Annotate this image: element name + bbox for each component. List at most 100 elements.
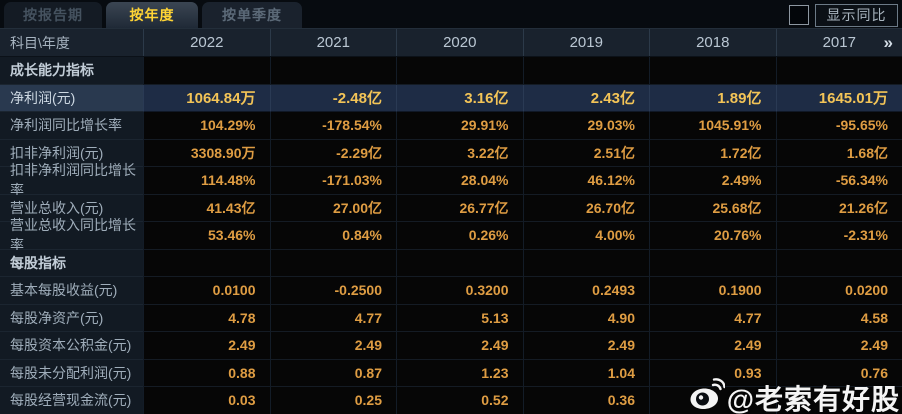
value-cell: [775, 57, 902, 85]
value-cell: 20.76%: [649, 222, 776, 250]
value-cell: 2.49: [522, 332, 649, 360]
indicator-row[interactable]: 净利润(元) 1064.84万 -2.48亿 3.16亿 2.43亿 1.89亿 1645.…: [0, 84, 902, 112]
value-cell: 2.49: [775, 332, 902, 360]
value-cell: 1.68亿: [775, 139, 902, 167]
value-cell: 27.00亿: [269, 194, 396, 222]
value-cell: [649, 387, 776, 414]
indicator-row[interactable]: 净利润同比增长率 104.29% -178.54% 29.91% 29.03% 1045.…: [0, 112, 902, 140]
value-cell: 4.90: [522, 304, 649, 332]
indicator-label: 每股经营现金流(元): [0, 387, 143, 414]
value-cell: 1.72亿: [649, 139, 776, 167]
year-column-header[interactable]: 2019: [522, 29, 650, 56]
year-column-header[interactable]: 2018: [649, 29, 776, 56]
value-cell: 2.49: [143, 332, 270, 360]
indicator-row[interactable]: 每股净资产(元) 4.78 4.77 5.13 4.90 4.77 4.58: [0, 304, 902, 332]
value-cell: [269, 249, 396, 277]
corner-header: 科目\年度: [10, 35, 70, 51]
indicator-row[interactable]: 基本每股收益(元) 0.0100 -0.2500 0.3200 0.2493 0.1900…: [0, 277, 902, 305]
value-cell: 4.77: [269, 304, 396, 332]
value-cell: 2.49: [649, 332, 776, 360]
value-cell: -178.54%: [269, 112, 396, 140]
indicator-label: 扣非净利润(元): [0, 139, 143, 167]
value-cell: 1064.84万: [143, 84, 270, 112]
value-cell: 0.93: [649, 359, 776, 387]
value-cell: 46.12%: [522, 167, 649, 195]
value-cell: 29.03%: [522, 112, 649, 140]
tab-by-year[interactable]: 按年度: [106, 2, 198, 28]
tab-by-report-period[interactable]: 按报告期: [4, 2, 102, 28]
indicator-row[interactable]: 每股未分配利润(元) 0.88 0.87 1.23 1.04 0.93 0.76: [0, 359, 902, 387]
value-cell: 0.03: [143, 387, 270, 414]
section-header-row: 成长能力指标: [0, 57, 902, 85]
value-cell: [143, 57, 270, 85]
value-cell: 0.76: [775, 359, 902, 387]
value-cell: 1.23: [396, 359, 523, 387]
value-cell: 3.22亿: [396, 139, 523, 167]
indicator-row[interactable]: 每股经营现金流(元) 0.03 0.25 0.52 0.36: [0, 387, 902, 414]
section-title: 成长能力指标: [0, 57, 143, 85]
year-column-header[interactable]: 2017: [775, 29, 902, 56]
year-column-header[interactable]: 2021: [269, 29, 397, 56]
value-cell: 4.77: [649, 304, 776, 332]
value-cell: 5.13: [396, 304, 523, 332]
show-yoy-label[interactable]: 显示同比: [815, 4, 898, 27]
value-cell: 0.26%: [396, 222, 523, 250]
period-tabbar: 按报告期 按年度 按单季度 显示同比: [0, 0, 902, 28]
value-cell: [143, 249, 270, 277]
value-cell: -0.2500: [269, 277, 396, 305]
value-cell: 0.87: [269, 359, 396, 387]
value-cell: 21.26亿: [775, 194, 902, 222]
indicator-label: 净利润(元): [0, 84, 143, 112]
indicator-row[interactable]: 扣非净利润(元) 3308.90万 -2.29亿 3.22亿 2.51亿 1.72亿 1.6…: [0, 139, 902, 167]
indicator-label: 每股未分配利润(元): [0, 359, 143, 387]
indicator-row[interactable]: 扣非净利润同比增长率 114.48% -171.03% 28.04% 46.12% 2.4…: [0, 162, 902, 198]
value-cell: -56.34%: [775, 167, 902, 195]
value-cell: [775, 249, 902, 277]
show-yoy-checkbox[interactable]: [789, 5, 809, 25]
value-cell: 1.89亿: [649, 84, 776, 112]
value-cell: [396, 249, 523, 277]
value-cell: 0.0100: [143, 277, 270, 305]
value-cell: 2.49: [269, 332, 396, 360]
value-cell: 0.1900: [649, 277, 776, 305]
indicator-label: 每股资本公积金(元): [0, 332, 143, 360]
value-cell: 26.77亿: [396, 194, 523, 222]
indicator-row[interactable]: 营业总收入(元) 41.43亿 27.00亿 26.77亿 26.70亿 25.68亿 21…: [0, 194, 902, 222]
table-body: 成长能力指标 净利润(元) 1064.84万 -2.48亿 3.16亿 2.43亿 1.89…: [0, 57, 902, 414]
value-cell: -171.03%: [269, 167, 396, 195]
value-cell: 114.48%: [143, 167, 270, 195]
value-cell: 0.88: [143, 359, 270, 387]
value-cell: 0.2493: [522, 277, 649, 305]
value-cell: 0.3200: [396, 277, 523, 305]
indicator-label: 扣非净利润同比增长率: [0, 162, 143, 198]
tab-by-single-quarter[interactable]: 按单季度: [202, 2, 302, 28]
value-cell: 4.78: [143, 304, 270, 332]
value-cell: [649, 249, 776, 277]
year-column-header[interactable]: 2022: [143, 29, 270, 56]
indicator-label: 营业总收入(元): [0, 194, 143, 222]
value-cell: 26.70亿: [522, 194, 649, 222]
value-cell: 25.68亿: [649, 194, 776, 222]
value-cell: [522, 57, 649, 85]
value-cell: [775, 387, 902, 414]
table-header-row: 科目\年度 2022 2021 2020 2019 2018 2017»: [0, 28, 902, 57]
value-cell: 53.46%: [143, 222, 270, 250]
year-column-header[interactable]: 2020: [396, 29, 523, 56]
value-cell: [269, 57, 396, 85]
value-cell: 0.84%: [269, 222, 396, 250]
value-cell: [396, 57, 523, 85]
value-cell: 0.0200: [775, 277, 902, 305]
more-years-icon[interactable]: »: [883, 33, 893, 52]
value-cell: 104.29%: [143, 112, 270, 140]
indicator-label: 基本每股收益(元): [0, 277, 143, 305]
value-cell: -2.48亿: [269, 84, 396, 112]
section-title: 每股指标: [0, 249, 143, 277]
value-cell: 3.16亿: [396, 84, 523, 112]
value-cell: 1645.01万: [775, 84, 902, 112]
value-cell: 2.49: [396, 332, 523, 360]
indicator-row[interactable]: 营业总收入同比增长率 53.46% 0.84% 0.26% 4.00% 20.76% -2.…: [0, 217, 902, 253]
value-cell: 0.36: [522, 387, 649, 414]
value-cell: 41.43亿: [143, 194, 270, 222]
indicator-row[interactable]: 每股资本公积金(元) 2.49 2.49 2.49 2.49 2.49 2.49: [0, 332, 902, 360]
